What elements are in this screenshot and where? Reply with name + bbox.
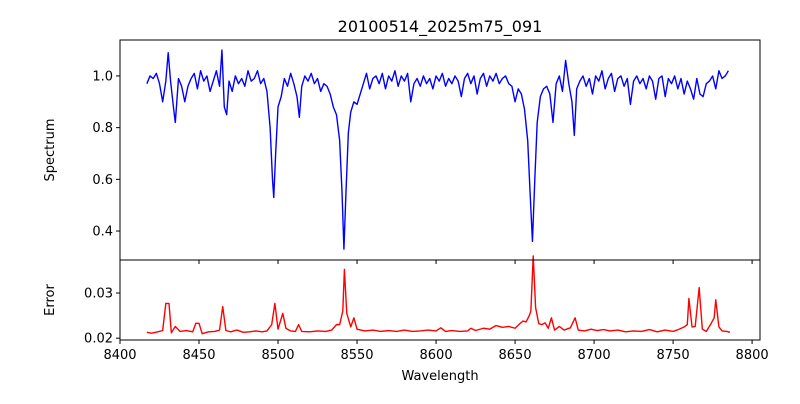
chart-title: 20100514_2025m75_091 [338,17,543,37]
spectrum-ytick-label: 0.6 [92,173,113,188]
error-axes-frame [119,259,761,341]
spectrum-axes: 0.4 0.6 0.8 1.0 [92,39,761,264]
xtick-label: 8400 [103,348,136,363]
error-ytick-label: 0.02 [84,332,113,347]
xtick-label: 8750 [657,348,690,363]
spectrum-ytick-label: 1.0 [92,69,113,84]
xtick-label: 8550 [340,348,373,363]
spectrum-series-line [146,49,729,250]
xtick-label: 8650 [499,348,532,363]
xtick-label: 8450 [182,348,215,363]
x-axis-label: Wavelength [401,369,478,384]
error-axes: 0.02 0.03 8400 8450 8500 8550 8600 8650 8700 8750… [84,255,769,363]
xtick-label: 8500 [261,348,294,363]
xtick-label: 8800 [736,348,769,363]
spectrum-ytick-label: 0.4 [92,225,113,240]
error-ytick-label: 0.03 [84,286,113,301]
xtick-label: 8700 [578,348,611,363]
error-series-line [146,255,731,335]
spectrum-ytick-label: 0.8 [92,121,113,136]
xtick-label: 8600 [420,348,453,363]
error-ylabel: Error [43,284,58,316]
spectrum-ylabel: Spectrum [43,119,58,182]
